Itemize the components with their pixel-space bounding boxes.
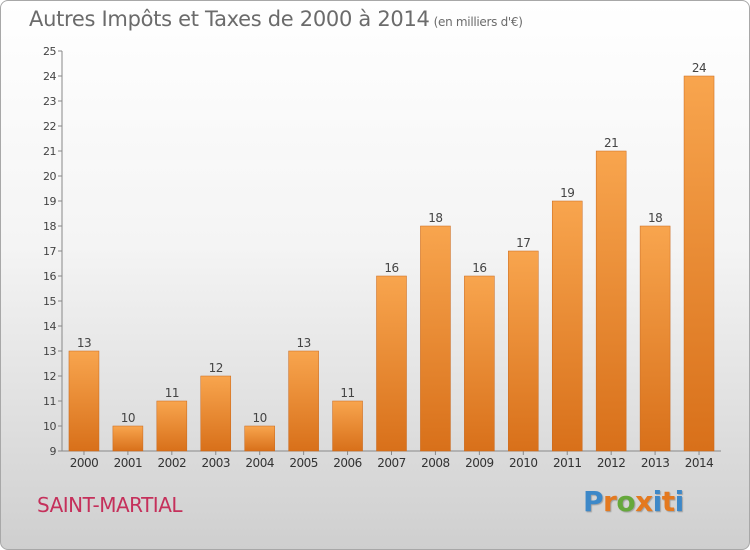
logo-letter: i [652,485,663,518]
y-tick-label: 9 [50,445,57,458]
x-tick-label: 2011 [553,456,582,470]
y-tick-label: 11 [43,395,56,408]
y-tick-label: 14 [43,320,56,333]
bar [464,275,495,452]
bar [508,250,539,452]
x-tick-label: 2003 [201,456,230,470]
x-tick-label: 2005 [289,456,318,470]
y-tick-label: 17 [43,245,56,258]
bar-value-label: 11 [165,386,179,400]
logo-letter: P [583,485,604,518]
bar [200,375,232,452]
proxiti-logo: Proxiti [583,485,684,518]
y-tick-label: 13 [43,345,56,358]
y-tick-label: 15 [43,295,56,308]
bar [595,150,627,452]
bar [639,225,671,452]
bar-value-label: 10 [121,411,135,425]
x-tick-label: 2009 [465,456,494,470]
chart-unit: (en milliers d'€) [433,15,523,29]
y-tick-label: 10 [43,420,56,433]
x-tick-label: 2006 [333,456,362,470]
bar-value-label: 11 [340,386,354,400]
bar [112,425,144,452]
bars: 13 10 11 12 10 13 11 16 18 16 17 19 21 18 24 [68,61,715,452]
logo-letter: i [674,485,685,518]
y-tick-label: 12 [43,370,56,383]
y-tick-label: 22 [43,120,56,133]
bar-value-label: 12 [209,361,223,375]
bar [288,350,319,452]
y-tick-label: 23 [43,95,56,108]
logo-letter: t [661,485,675,518]
y-tick-label: 21 [43,145,56,158]
y-tick-label: 25 [43,45,56,58]
bar-value-label: 24 [692,61,706,75]
x-tick-label: 2001 [114,456,143,470]
bar [68,350,100,452]
x-tick-label: 2012 [597,456,626,470]
x-axis: 2000 2001 2002 2003 2004 2005 2006 2007 2008 2009… [62,450,721,470]
y-tick-label: 18 [43,220,56,233]
logo-letter: r [603,485,617,518]
x-tick-label: 2004 [245,456,274,470]
x-tick-label: 2014 [685,456,714,470]
x-tick-label: 2010 [509,456,538,470]
x-tick-label: 2008 [421,456,450,470]
bar-value-label: 13 [296,336,310,350]
bar-value-label: 17 [516,236,530,250]
chart-title-text: Autres Impôts et Taxes de 2000 à 2014 [29,7,430,31]
bar-value-label: 21 [604,136,618,150]
bar-value-label: 16 [472,261,486,275]
y-tick-label: 16 [43,270,56,283]
logo-letter: x [635,485,653,518]
y-tick-label: 24 [43,70,56,83]
bar [420,225,451,452]
bar [551,200,583,452]
bar-value-label: 19 [560,186,574,200]
x-tick-label: 2000 [70,456,99,470]
bar [332,400,363,452]
bar-value-label: 13 [77,336,91,350]
x-tick-label: 2007 [377,456,406,470]
bar-value-label: 16 [384,261,398,275]
bar [244,425,275,452]
y-axis: 9 10 11 12 13 14 15 16 17 18 19 20 21 22 23 24 25 [43,45,63,458]
bar-value-label: 10 [253,411,267,425]
y-tick-label: 20 [43,170,56,183]
y-tick-label: 19 [43,195,56,208]
bar-value-label: 18 [648,211,662,225]
logo-letter: o [616,485,636,518]
chart-title: Autres Impôts et Taxes de 2000 à 2014 (en… [29,7,523,31]
x-tick-label: 2002 [158,456,187,470]
commune-name: SAINT-MARTIAL [37,493,183,517]
bar [683,75,715,452]
bar [376,275,407,452]
x-tick-label: 2013 [641,456,670,470]
bar [156,400,188,452]
bar-value-label: 18 [428,211,442,225]
